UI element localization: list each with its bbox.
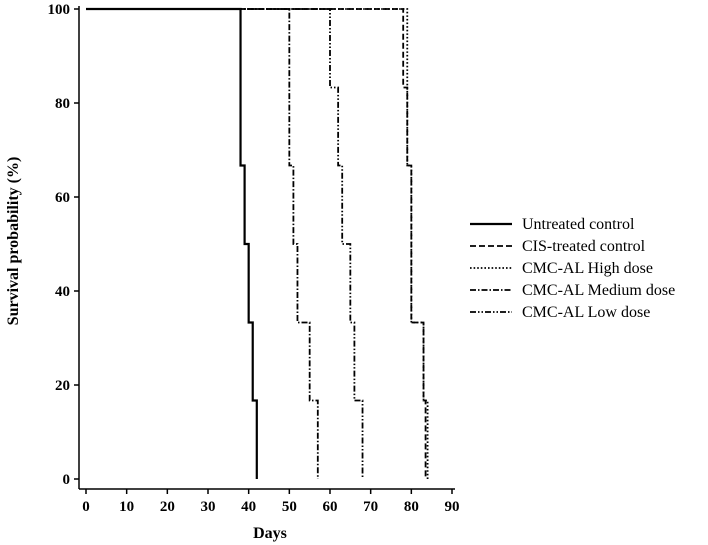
y-axis-title: Survival probability (%): [5, 157, 22, 326]
y-ticks: 0 20 40 60 80 100: [48, 2, 79, 488]
x-axis-title: Days: [253, 525, 287, 542]
x-tick-label: 70: [363, 499, 378, 515]
x-tick-label: 20: [160, 499, 175, 515]
x-tick-label: 40: [241, 499, 256, 515]
x-tick-label: 10: [119, 499, 134, 515]
series-line-3: [86, 8, 429, 479]
legend-label: CMC-AL Medium dose: [522, 282, 675, 299]
x-tick-label: 90: [445, 499, 460, 515]
y-tick-label: 60: [55, 190, 70, 206]
legend-label: Untreated control: [522, 216, 635, 233]
legend-label: CMC-AL Low dose: [522, 304, 650, 321]
y-tick-label: 80: [55, 96, 70, 112]
legend-label: CIS-treated control: [522, 238, 646, 255]
legend: Untreated control CIS-treated control CMC-…: [470, 216, 675, 321]
series-group: [86, 7, 429, 479]
y-tick-label: 20: [55, 378, 70, 394]
x-tick-label: 0: [82, 499, 90, 515]
x-ticks: 0 10 20 30 40 50 60 70 80 90: [82, 489, 460, 515]
series-line-2: [86, 8, 427, 479]
axes: [78, 6, 455, 490]
y-tick-label: 100: [48, 2, 71, 18]
series-line-1: [86, 7, 258, 479]
series-line-5: [86, 8, 364, 479]
series-line-4: [86, 8, 319, 479]
y-tick-label: 40: [55, 284, 70, 300]
y-tick-label: 0: [63, 472, 71, 488]
x-tick-label: 50: [282, 499, 297, 515]
legend-label: CMC-AL High dose: [522, 260, 653, 277]
x-tick-label: 60: [323, 499, 338, 515]
x-tick-label: 80: [404, 499, 419, 515]
x-tick-label: 30: [201, 499, 216, 515]
